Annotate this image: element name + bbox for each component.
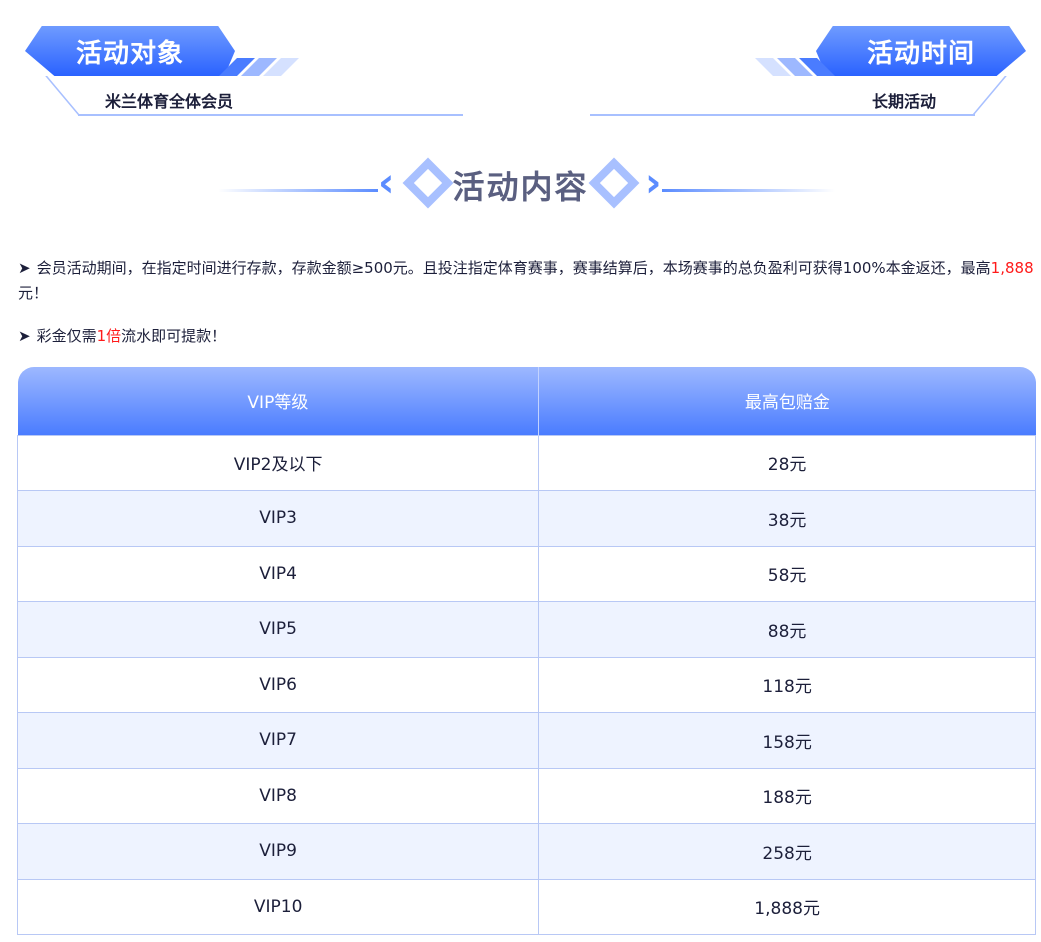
compensation-cell: 188元 — [538, 767, 1036, 824]
stripes-decoration — [755, 58, 835, 76]
compensation-cell: 28元 — [538, 434, 1036, 491]
header-max-compensation: 最高包赔金 — [538, 367, 1036, 435]
compensation-cell: 118元 — [538, 656, 1036, 713]
vip-level-cell: VIP9 — [16, 823, 540, 880]
rule-text: 彩金仅需 — [36, 327, 97, 345]
rule-highlight: 1,888 — [990, 259, 1034, 277]
vip-level-cell: VIP3 — [16, 490, 540, 547]
target-value: 米兰体育全体会员 — [105, 92, 234, 111]
chevron-left-icon: ‹ — [378, 160, 395, 206]
section-line-right — [662, 189, 835, 192]
target-badge: 活动对象 — [25, 26, 235, 76]
table-row: VIP5 88元 — [16, 601, 1036, 658]
stripes-decoration — [219, 58, 299, 76]
vip-level-cell: VIP5 — [16, 601, 540, 658]
rule-text: 流水即可提款！ — [121, 327, 227, 345]
table-row: VIP6 118元 — [16, 656, 1036, 713]
compensation-cell: 88元 — [538, 601, 1036, 658]
compensation-cell: 258元 — [538, 823, 1036, 880]
rule-text: 元！ — [18, 284, 49, 302]
header-vip-level: VIP等级 — [17, 367, 540, 435]
compensation-cell: 158元 — [538, 712, 1036, 769]
rule-text: 会员活动期间，在指定时间进行存款，存款金额≥500元。且投注指定体育赛事，赛事结… — [36, 259, 991, 277]
rule-2: ➤ 彩金仅需1倍流水即可提款！ — [18, 324, 1038, 349]
rule-highlight: 1倍 — [96, 327, 122, 345]
vip-level-cell: VIP6 — [16, 656, 540, 713]
table-row: VIP8 188元 — [16, 767, 1036, 824]
compensation-cell: 58元 — [538, 545, 1036, 602]
table-row: VIP9 258元 — [16, 823, 1036, 880]
arrow-icon: ➤ — [18, 327, 31, 345]
vip-level-cell: VIP7 — [16, 712, 540, 769]
time-value: 长期活动 — [872, 92, 937, 111]
vip-level-cell: VIP10 — [16, 878, 540, 935]
table-row: VIP2及以下 28元 — [16, 434, 1036, 491]
divider — [45, 76, 81, 116]
vip-level-cell: VIP2及以下 — [16, 434, 540, 491]
compensation-cell: 38元 — [538, 490, 1036, 547]
divider — [590, 114, 975, 116]
divider — [971, 76, 1007, 116]
table-row: VIP3 38元 — [16, 490, 1036, 547]
chevron-right-icon: › — [645, 160, 662, 206]
table-row: VIP10 1,888元 — [16, 878, 1036, 935]
table-row: VIP7 158元 — [16, 712, 1036, 769]
vip-level-cell: VIP8 — [16, 767, 540, 824]
divider — [78, 114, 463, 116]
vip-table: VIP等级 最高包赔金 VIP2及以下 28元 VIP3 38元 VIP4 58元 VIP5… — [16, 367, 1036, 935]
rule-1: ➤ 会员活动期间，在指定时间进行存款，存款金额≥500元。且投注指定体育赛事，赛事… — [18, 256, 1038, 306]
section-line-left — [218, 189, 378, 192]
section-title: 活动内容 — [452, 168, 589, 206]
compensation-cell: 1,888元 — [538, 878, 1036, 935]
vip-level-cell: VIP4 — [16, 545, 540, 602]
time-badge: 活动时间 — [816, 26, 1026, 76]
arrow-icon: ➤ — [18, 259, 31, 277]
table-row: VIP4 58元 — [16, 545, 1036, 602]
